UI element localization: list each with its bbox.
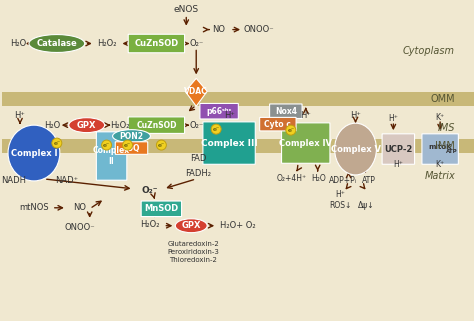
Text: H⁺: H⁺: [393, 160, 403, 169]
Text: GPX: GPX: [182, 221, 201, 230]
Circle shape: [156, 140, 166, 150]
Text: H⁺: H⁺: [350, 111, 361, 120]
FancyBboxPatch shape: [282, 123, 330, 163]
Text: ATP: ATP: [362, 177, 375, 186]
FancyBboxPatch shape: [422, 134, 458, 164]
Text: H₂O: H₂O: [10, 39, 26, 48]
FancyBboxPatch shape: [128, 117, 184, 134]
Text: FAD: FAD: [190, 153, 206, 162]
Text: Complex IV: Complex IV: [279, 139, 332, 148]
Text: mtNOS: mtNOS: [19, 203, 49, 212]
Text: Glutaredoxin-2
Peroxiridoxin-3
Thioredoxin-2: Glutaredoxin-2 Peroxiridoxin-3 Thioredox…: [167, 241, 219, 263]
Text: NO: NO: [73, 203, 86, 212]
FancyBboxPatch shape: [2, 92, 474, 106]
Text: e⁻: e⁻: [287, 128, 294, 133]
Text: Δψ↓: Δψ↓: [358, 201, 375, 210]
Text: ONOO⁻: ONOO⁻: [244, 25, 274, 34]
Text: mitoK: mitoK: [428, 144, 452, 150]
Text: eNOS: eNOS: [173, 5, 199, 14]
FancyBboxPatch shape: [260, 117, 296, 131]
Text: ADP+Pᵢ: ADP+Pᵢ: [328, 177, 356, 186]
Text: FADH₂: FADH₂: [185, 169, 211, 178]
FancyBboxPatch shape: [115, 142, 148, 154]
FancyBboxPatch shape: [128, 34, 184, 53]
Text: IMM: IMM: [435, 141, 455, 151]
Text: Cyto c: Cyto c: [264, 120, 292, 129]
Text: VDAC: VDAC: [184, 87, 208, 96]
Text: Catalase: Catalase: [36, 39, 77, 48]
Polygon shape: [185, 78, 207, 106]
Text: H⁺: H⁺: [301, 111, 311, 120]
Circle shape: [211, 124, 221, 134]
Text: e⁻: e⁻: [158, 143, 165, 148]
Text: Complex V: Complex V: [330, 144, 381, 153]
Text: Matrix: Matrix: [424, 171, 455, 181]
Text: NADH: NADH: [1, 177, 27, 186]
Text: H₂O: H₂O: [311, 174, 326, 183]
Ellipse shape: [175, 219, 207, 233]
Text: O₂⁻: O₂⁻: [189, 39, 203, 48]
Text: H₂O₂: H₂O₂: [140, 220, 159, 229]
Text: GPX: GPX: [77, 121, 96, 130]
Ellipse shape: [8, 125, 60, 181]
Text: H⁺: H⁺: [224, 111, 235, 120]
Text: e⁻: e⁻: [103, 143, 110, 148]
Text: H⁺: H⁺: [388, 114, 398, 123]
Text: CuZnSOD: CuZnSOD: [136, 121, 177, 130]
FancyBboxPatch shape: [96, 132, 127, 180]
Text: Nox4: Nox4: [275, 107, 297, 116]
FancyBboxPatch shape: [270, 104, 302, 118]
Text: ATP: ATP: [447, 149, 458, 153]
Text: H⁺: H⁺: [336, 190, 346, 199]
Text: K⁺: K⁺: [436, 160, 445, 169]
Text: NAD⁺: NAD⁺: [55, 177, 78, 186]
Ellipse shape: [69, 118, 105, 133]
Text: CoQ: CoQ: [123, 143, 140, 152]
Circle shape: [101, 140, 111, 150]
Text: CuZnSOD: CuZnSOD: [134, 39, 179, 48]
Text: O₂+4H⁺: O₂+4H⁺: [277, 174, 307, 183]
Text: e⁻: e⁻: [53, 141, 60, 146]
Ellipse shape: [113, 130, 150, 143]
FancyBboxPatch shape: [2, 139, 474, 153]
Text: MnSOD: MnSOD: [144, 204, 179, 213]
Text: H₂O: H₂O: [44, 121, 60, 130]
Ellipse shape: [335, 123, 376, 175]
Text: Cytoplasm: Cytoplasm: [403, 47, 455, 56]
Circle shape: [52, 138, 62, 148]
Text: ROS↓: ROS↓: [329, 201, 352, 210]
Circle shape: [286, 125, 296, 135]
Circle shape: [123, 140, 133, 150]
Text: K⁺: K⁺: [436, 113, 445, 122]
Text: IMS: IMS: [438, 123, 455, 133]
Text: e⁻: e⁻: [212, 127, 219, 132]
Text: e⁻: e⁻: [124, 143, 131, 148]
FancyBboxPatch shape: [141, 201, 182, 217]
Text: H₂O₂: H₂O₂: [110, 121, 129, 130]
Text: H₂O₂: H₂O₂: [97, 39, 116, 48]
FancyBboxPatch shape: [382, 134, 415, 164]
Text: O₂⁻: O₂⁻: [141, 187, 158, 195]
Text: NO: NO: [211, 25, 225, 34]
Text: Complex III: Complex III: [201, 139, 257, 148]
Text: Complex I: Complex I: [11, 149, 57, 158]
FancyBboxPatch shape: [200, 103, 238, 119]
Text: UCP-2: UCP-2: [384, 144, 412, 153]
Text: PON2: PON2: [119, 132, 144, 141]
Ellipse shape: [29, 35, 85, 52]
Text: p66ˢʰᶜ: p66ˢʰᶜ: [206, 107, 232, 116]
Text: H⁺: H⁺: [15, 111, 26, 120]
Text: ONOO⁻: ONOO⁻: [64, 223, 95, 232]
Text: OMM: OMM: [430, 94, 455, 104]
Text: O₂⁻: O₂⁻: [189, 121, 203, 130]
Text: H₂O+ O₂: H₂O+ O₂: [220, 221, 256, 230]
FancyBboxPatch shape: [203, 122, 255, 164]
Text: Complex
II: Complex II: [93, 146, 130, 166]
